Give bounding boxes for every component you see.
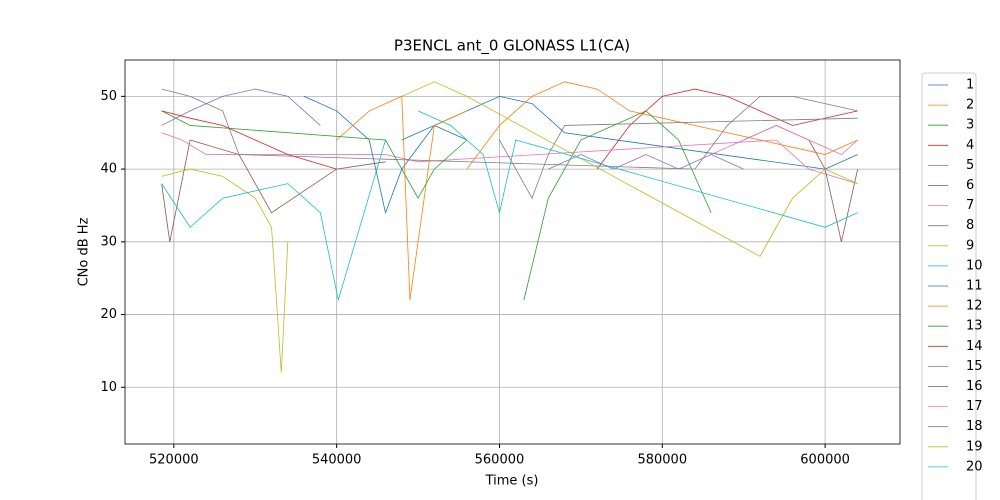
x-axis-label: Time (s): [485, 474, 539, 489]
series-line: [596, 88, 858, 170]
x-tick-label: 600000: [800, 453, 850, 468]
series-line: [336, 95, 468, 301]
legend-label: 4: [966, 138, 974, 153]
x-tick-label: 520000: [149, 453, 199, 468]
plot-frame: [124, 59, 901, 445]
series-line: [743, 125, 859, 242]
series-line: [401, 95, 858, 170]
legend-label: 11: [966, 279, 983, 294]
series-line: [161, 110, 337, 170]
series-line: [710, 125, 858, 156]
series-line: [417, 110, 858, 228]
legend-label: 12: [966, 299, 983, 314]
y-axis-label: CNo dB Hz: [77, 217, 92, 286]
series-line: [161, 88, 321, 126]
legend-label: 16: [966, 379, 983, 394]
y-tick-label: 20: [100, 307, 117, 322]
series-line: [401, 81, 858, 257]
x-tick-label: 580000: [637, 453, 687, 468]
y-tick-label: 50: [100, 89, 117, 104]
legend-label: 8: [966, 218, 974, 233]
plot-lines: [161, 81, 859, 373]
legend-label: 14: [966, 339, 983, 354]
x-tick-label: 540000: [312, 453, 362, 468]
series-line: [161, 88, 858, 170]
legend-label: 15: [966, 359, 983, 374]
series-line: [161, 132, 858, 185]
y-tick-label: 40: [100, 162, 117, 177]
legend-label: 3: [966, 118, 974, 133]
legend-label: 19: [966, 439, 983, 454]
legend-label: 5: [966, 158, 974, 173]
legend-label: 17: [966, 399, 983, 414]
legend-box: [921, 72, 977, 500]
y-tick-label: 10: [100, 380, 117, 395]
y-tick-label: 30: [100, 234, 117, 249]
series-line: [499, 117, 858, 200]
chart-title: P3ENCL ant_0 GLONASS L1(CA): [394, 37, 630, 56]
legend-label: 20: [966, 459, 983, 474]
legend-label: 2: [966, 98, 974, 113]
series-line: [161, 168, 289, 373]
series-line: [523, 110, 712, 301]
legend-label: 9: [966, 238, 974, 253]
legend-label: 6: [966, 178, 974, 193]
series-line: [161, 110, 468, 200]
series-line: [466, 81, 858, 170]
legend-label: 13: [966, 319, 983, 334]
legend-label: 1: [966, 78, 974, 93]
legend-label: 10: [966, 258, 983, 273]
legend-label: 18: [966, 419, 983, 434]
x-tick-label: 560000: [475, 453, 525, 468]
series-line: [161, 139, 386, 301]
legend-label: 7: [966, 198, 974, 213]
